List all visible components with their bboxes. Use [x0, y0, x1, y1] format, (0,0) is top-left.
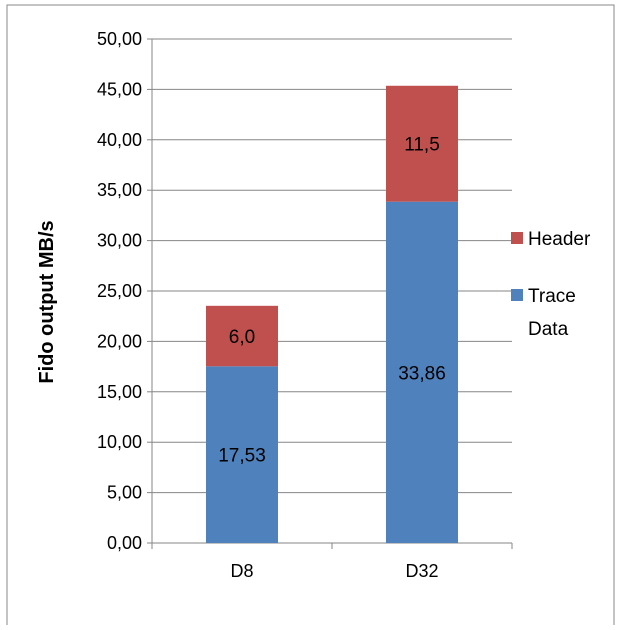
bar-trace-data-d8	[206, 366, 278, 543]
y-tick-label: 10,00	[97, 432, 142, 452]
x-tick-label-d32: D32	[405, 561, 438, 581]
y-tick-label: 25,00	[97, 281, 142, 301]
legend-swatch-header	[511, 232, 523, 244]
x-tick-label-d8: D8	[230, 561, 253, 581]
y-tick-label: 30,00	[97, 231, 142, 251]
data-labels: 17,53 6,0 33,86 11,5	[218, 135, 446, 467]
y-tick-label: 20,00	[97, 331, 142, 351]
axes: 0,00 5,00 10,00 15,00 20,00 25,00 30,00 35,00 40…	[97, 29, 513, 581]
bars	[206, 85, 458, 543]
legend-label-trace-data: Trace	[528, 286, 576, 307]
data-label-trace-data-d8: 17,53	[218, 446, 266, 467]
bar-header-d8	[206, 305, 278, 367]
legend: Header Trace Data	[511, 229, 591, 340]
y-tick-label: 5,00	[107, 483, 142, 503]
y-tick-label: 50,00	[97, 29, 142, 49]
y-tick-label: 40,00	[97, 130, 142, 150]
legend-swatch-trace-data	[511, 289, 523, 301]
y-tick-label: 15,00	[97, 382, 142, 402]
data-label-trace-data-d32: 33,86	[398, 363, 446, 384]
legend-label-header: Header	[528, 229, 591, 250]
y-tick-label: 0,00	[107, 533, 142, 553]
chart-border	[6, 4, 615, 630]
bar-trace-data-d32	[386, 201, 458, 543]
data-label-header-d32: 11,5	[404, 135, 440, 156]
data-label-header-d8: 6,0	[229, 327, 255, 348]
y-axis-title: Fido output MB/s	[36, 220, 58, 383]
y-tick-label: 45,00	[97, 79, 142, 99]
bar-header-d32	[386, 85, 458, 202]
legend-label-trace-data: Data	[528, 319, 569, 340]
y-tick-label: 35,00	[97, 180, 142, 200]
